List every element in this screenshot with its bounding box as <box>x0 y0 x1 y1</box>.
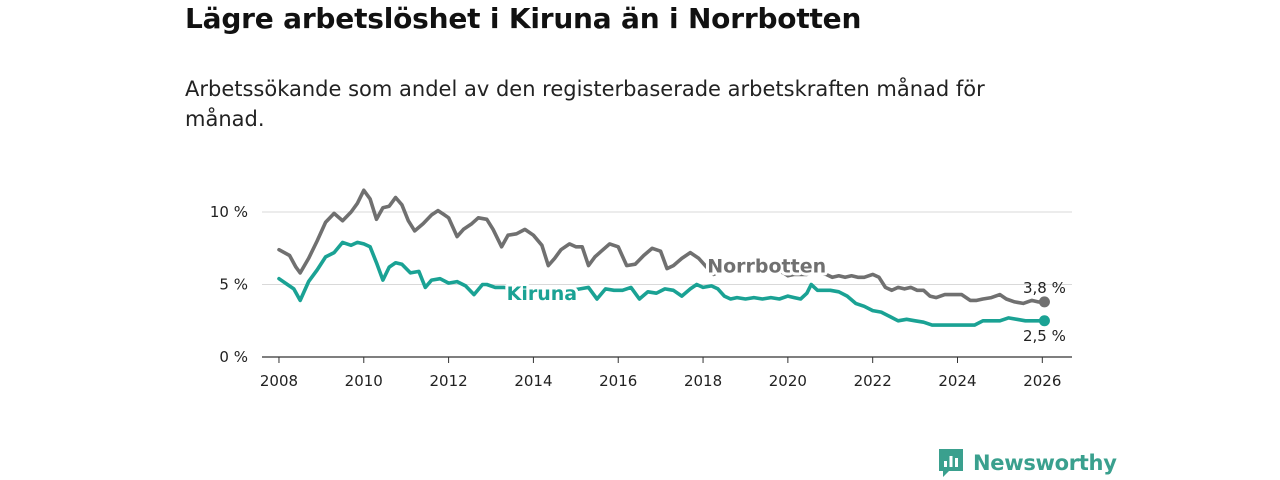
norrbotten-series-line <box>277 188 1047 306</box>
y-tick-label: 0 % <box>219 348 248 366</box>
axis-layer: 0 % 5 % 10 % 2008 2010 2012 2014 2016 2018 2020 20… <box>210 203 1062 390</box>
chart-title: Lägre arbetslöshet i Kiruna än i Norrbot… <box>185 2 862 35</box>
x-tick-label: 2022 <box>854 372 892 390</box>
kiruna-end-marker <box>1038 315 1050 327</box>
grid-layer <box>262 211 1072 358</box>
norrbotten-series-label-halo: Norrbotten <box>707 256 826 278</box>
x-tick-label: 2018 <box>684 372 722 390</box>
x-tick-label: 2016 <box>599 372 637 390</box>
brand: Newsworthy <box>937 446 1117 480</box>
x-tick-label: 2012 <box>430 372 468 390</box>
kiruna-series-label: Kiruna <box>507 283 577 305</box>
brand-name: Newsworthy <box>973 451 1117 475</box>
y-tick-label: 5 % <box>219 276 248 294</box>
newsworthy-logo-icon <box>939 449 963 477</box>
chart-subtitle: Arbetssökande som andel av den registerb… <box>185 77 985 131</box>
x-tick-label: 2020 <box>769 372 807 390</box>
x-tick-label: 2026 <box>1023 372 1061 390</box>
kiruna-end-value-label: 2,5 % <box>1023 327 1066 345</box>
norrbotten-end-marker <box>1038 296 1050 308</box>
x-tick-label: 2024 <box>938 372 976 390</box>
y-tick-label: 10 % <box>210 203 248 221</box>
series-layer <box>277 188 1050 327</box>
x-tick-label: 2014 <box>514 372 552 390</box>
x-tick-label: 2008 <box>260 372 298 390</box>
x-tick-label: 2010 <box>345 372 383 390</box>
kiruna-series-label-halo: Kiruna <box>507 283 577 305</box>
norrbotten-series-label: Norrbotten <box>707 256 826 278</box>
label-layer: 3,8 %2,5 %NorrbottenNorrbottenKirunaKiru… <box>504 253 1066 345</box>
kiruna-series-line <box>277 240 1047 327</box>
norrbotten-end-value-label: 3,8 % <box>1023 279 1066 297</box>
